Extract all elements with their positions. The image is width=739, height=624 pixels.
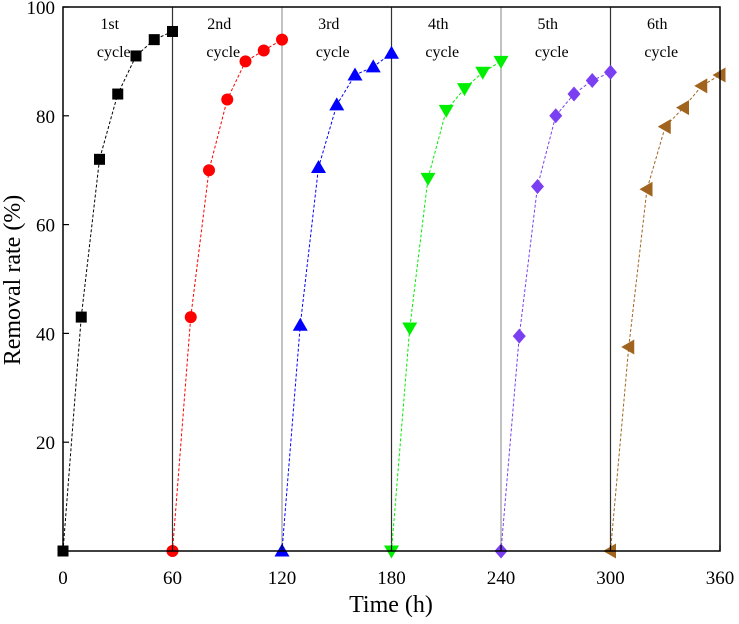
y-tick-label: 100: [27, 0, 56, 19]
data-point: [276, 33, 288, 46]
series-2nd-cycle: [166, 33, 288, 557]
data-point: [112, 88, 124, 100]
series-4th-cycle: [384, 55, 509, 559]
data-point: [311, 159, 326, 173]
data-point: [621, 339, 635, 355]
x-tick-label: 240: [487, 568, 516, 589]
series-line: [62, 31, 173, 552]
data-point: [475, 66, 491, 80]
data-point: [493, 55, 509, 69]
series-3rd-cycle: [274, 45, 399, 557]
data-point: [257, 44, 270, 57]
cycle-label-ordinal: 5th: [538, 16, 558, 33]
x-tick-label: 180: [377, 568, 406, 589]
data-point: [384, 545, 399, 559]
data-point: [347, 67, 363, 81]
data-point: [184, 311, 197, 324]
cycle-labels: 1st cycle 2nd cycle 3rd cycle 4th cycle 5th cycle…: [97, 16, 678, 61]
cycle-divider-lines: [171, 7, 612, 551]
data-point: [531, 179, 544, 195]
cycle-label-ordinal: 4th: [428, 16, 448, 33]
data-point: [712, 67, 726, 83]
series-6th-cycle: [603, 67, 726, 559]
data-point: [676, 100, 689, 116]
cycle-label-word: cycle: [97, 44, 131, 61]
x-tick-label: 360: [706, 568, 735, 589]
data-point: [438, 104, 454, 118]
data-point: [604, 64, 617, 80]
cycle-label-word: cycle: [206, 44, 240, 61]
data-point: [167, 25, 178, 37]
cycle-label-ordinal: 6th: [647, 16, 667, 33]
cycle-label-word: cycle: [535, 44, 569, 61]
cycle-label-ordinal: 3rd: [318, 16, 339, 33]
y-tick-label: 60: [36, 216, 55, 237]
data-point: [694, 78, 708, 94]
data-point: [239, 55, 252, 68]
y-tick-label: 20: [36, 433, 55, 454]
data-point: [365, 59, 381, 73]
x-tick-label: 300: [596, 568, 625, 589]
series-layer: [57, 25, 726, 559]
data-point: [221, 93, 234, 106]
data-point: [384, 45, 399, 59]
data-point: [75, 311, 87, 323]
data-point: [292, 317, 308, 331]
y-axis-title: Removal rate (%): [0, 195, 26, 366]
x-tick-label: 60: [163, 568, 182, 589]
data-point: [657, 119, 671, 135]
series-line: [500, 71, 611, 552]
series-line: [172, 39, 283, 552]
data-point: [203, 164, 215, 177]
cycle-label-word: cycle: [425, 44, 459, 61]
cycle-label-ordinal: 1st: [100, 16, 119, 33]
series-5th-cycle: [494, 64, 617, 559]
data-point: [585, 72, 599, 88]
series-1st-cycle: [57, 25, 178, 557]
data-point: [457, 83, 472, 97]
data-point: [420, 172, 436, 186]
data-point: [94, 153, 105, 165]
cycle-label-word: cycle: [644, 44, 678, 61]
x-tick-label: 120: [268, 568, 297, 589]
data-point: [402, 322, 418, 336]
x-axis-title: Time (h): [349, 592, 433, 618]
data-point: [639, 181, 653, 197]
series-line: [610, 74, 721, 552]
y-tick-label: 80: [36, 107, 55, 128]
x-tick-label: 0: [58, 568, 68, 589]
series-line: [391, 60, 502, 552]
data-point: [512, 328, 526, 344]
data-point: [130, 50, 142, 62]
data-point: [148, 34, 160, 46]
cycle-label-word: cycle: [316, 44, 350, 61]
data-point: [567, 86, 581, 102]
axis-ticks: 0 60 120 180 240 300 360 20 40 60 80 100: [27, 0, 735, 589]
data-point: [549, 108, 563, 124]
cycle-label-ordinal: 2nd: [207, 16, 231, 33]
y-tick-label: 40: [36, 324, 55, 345]
data-point: [329, 97, 345, 111]
series-line: [281, 52, 392, 552]
